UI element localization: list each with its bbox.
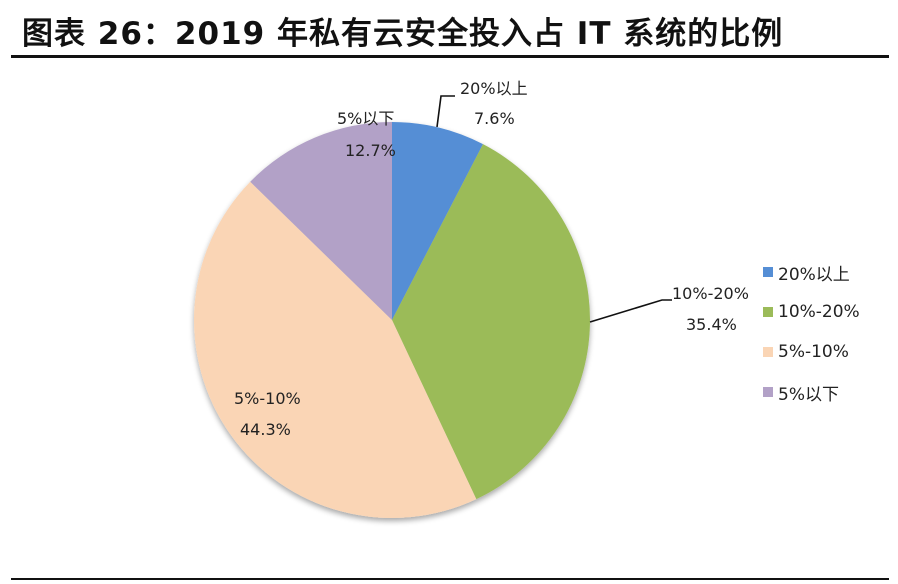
- label-5-10-value: 44.3%: [240, 420, 291, 439]
- legend-label: 5%-10%: [778, 342, 849, 362]
- slice-20plus: [392, 122, 483, 320]
- legend-item-20plus: 20%以上: [763, 252, 860, 292]
- legend-label: 5%以下: [778, 384, 839, 405]
- label-5-10-name: 5%-10%: [234, 389, 301, 408]
- legend-label: 10%-20%: [778, 302, 860, 322]
- label-5minus-name: 5%以下: [337, 109, 394, 128]
- legend-swatch: [763, 267, 773, 277]
- legend-swatch: [763, 307, 773, 317]
- pie-slices: [194, 122, 590, 518]
- legend-swatch: [763, 387, 773, 397]
- legend-label: 20%以上: [778, 264, 850, 285]
- slice-5minus: [250, 122, 392, 320]
- label-20plus-value: 7.6%: [474, 109, 515, 128]
- legend-item-10-20: 10%-20%: [763, 292, 860, 332]
- top-divider: [11, 55, 889, 58]
- slice-10-20: [392, 144, 590, 500]
- label-10-20-value: 35.4%: [686, 315, 737, 334]
- leader-line-20plus: [436, 95, 455, 128]
- label-10-20-name: 10%-20%: [672, 284, 749, 303]
- bottom-divider: [11, 578, 889, 580]
- chart-legend: 20%以上 10%-20% 5%-10% 5%以下: [763, 252, 860, 412]
- leader-line-10-20: [589, 299, 672, 323]
- slice-5-10: [194, 181, 477, 518]
- label-5minus-value: 12.7%: [345, 141, 396, 160]
- legend-item-5-10: 5%-10%: [763, 332, 860, 372]
- legend-item-5minus: 5%以下: [763, 372, 860, 412]
- legend-swatch: [763, 347, 773, 357]
- figure-title: 图表 26：2019 年私有云安全投入占 IT 系统的比例: [22, 16, 784, 52]
- label-20plus-name: 20%以上: [460, 79, 528, 98]
